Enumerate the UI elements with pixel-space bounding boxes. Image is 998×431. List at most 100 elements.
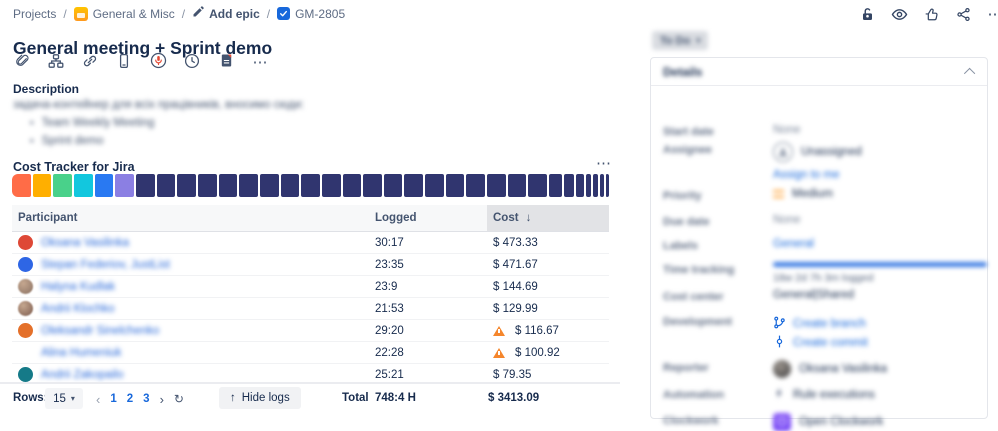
cost-bar-segment[interactable] (404, 174, 424, 197)
participant-cell: Andrii Klochko (12, 301, 369, 316)
like-icon[interactable] (920, 4, 942, 24)
rows-per-page-select[interactable]: 15 ▾ (45, 388, 83, 409)
details-header[interactable]: Details (651, 58, 987, 86)
cost-bar-segment[interactable] (549, 174, 562, 197)
cost-bar-segment[interactable] (218, 174, 238, 197)
cost-bar-segment[interactable] (301, 174, 320, 197)
cost-bar-segment[interactable] (585, 174, 592, 197)
watch-icon[interactable] (888, 4, 910, 24)
cost-value: $ 473.33 (493, 236, 538, 249)
assign-to-me-link[interactable]: Assign to me (773, 169, 840, 181)
next-page-button[interactable]: › (159, 391, 164, 407)
prev-page-button[interactable]: ‹ (96, 391, 101, 407)
cost-bar-segment[interactable] (280, 174, 300, 197)
cost-bar-segment[interactable] (383, 174, 403, 197)
header-actions: ⋯ (856, 4, 998, 24)
cost-bar-segment[interactable] (135, 174, 155, 197)
share-icon[interactable] (952, 4, 974, 24)
unlock-icon[interactable] (856, 4, 878, 24)
cost-bar-segment[interactable] (321, 174, 341, 197)
details-field: Start date None (663, 124, 975, 138)
breadcrumb-project[interactable]: General & Misc (73, 6, 175, 21)
breadcrumb-projects[interactable]: Projects (13, 6, 57, 21)
create-branch-link[interactable]: Create branch (793, 317, 866, 330)
field-label: Automation (663, 389, 725, 401)
status-dropdown[interactable]: To Do ▾ (652, 31, 709, 50)
cost-bar-segment[interactable] (445, 174, 465, 197)
cost-bar-segment[interactable] (115, 174, 134, 197)
breadcrumb-issue-key[interactable]: GM-2805 (277, 7, 345, 21)
breadcrumb-add-epic[interactable]: Add epic (192, 6, 260, 21)
column-logged[interactable]: Logged (375, 212, 417, 224)
field-label: Due date (663, 216, 710, 228)
details-field: Reporter Oksana Vasilinka (663, 360, 975, 378)
field-label: Development (663, 316, 733, 328)
clock-button[interactable] (179, 50, 205, 74)
cost-bar-segment[interactable] (259, 174, 279, 197)
description-heading: Description (13, 82, 80, 96)
description-bullet: • Team Weekly Meeting (30, 117, 155, 129)
cost-bar-segment[interactable] (239, 174, 258, 197)
cost-bar-segment[interactable] (94, 174, 114, 197)
open-clockwork-link[interactable]: Open Clockwork (799, 416, 884, 428)
cost-tracker-more-button[interactable]: ⋯ (590, 153, 617, 173)
cost-bar-segment[interactable] (600, 174, 605, 197)
cost-bar-segment[interactable] (507, 174, 527, 197)
cost-bar-segment[interactable] (363, 174, 382, 197)
cost-bar-segment[interactable] (575, 174, 584, 197)
details-field: Clockwork Open Clockwork (663, 413, 975, 431)
sort-desc-icon: ↓ (525, 212, 532, 224)
create-commit-link[interactable]: Create commit (793, 336, 868, 349)
page-3-button[interactable]: 3 (143, 393, 150, 405)
cost-bar-segment[interactable] (342, 174, 362, 197)
hide-logs-button[interactable]: ↑ Hide logs (219, 387, 301, 409)
link-button[interactable] (77, 50, 103, 74)
cost-bar-segment[interactable] (528, 174, 548, 197)
participant-link[interactable]: Andrii Klochko (41, 302, 115, 315)
column-participant[interactable]: Participant (18, 212, 78, 224)
cost-bar-segment[interactable] (425, 174, 444, 197)
participant-cell: Stepan Federiov, JustList (12, 257, 369, 272)
attachment-button[interactable] (9, 50, 35, 74)
add-subtask-button[interactable] (43, 50, 69, 74)
more-icon[interactable]: ⋯ (984, 4, 998, 24)
cost-bar-segment[interactable] (156, 174, 176, 197)
more-actions-button[interactable]: ⋯ (247, 50, 273, 74)
page-1-button[interactable]: 1 (110, 393, 117, 405)
participant-link[interactable]: Stepan Federiov, JustList (41, 258, 170, 271)
participant-link[interactable]: Oleksandr Sinelchenko (41, 324, 160, 337)
mobile-button[interactable] (111, 50, 137, 74)
label-link[interactable]: General (773, 238, 814, 250)
task-check-icon (277, 7, 291, 20)
table-row: Halyna Kudlak 23:9 $ 144.69 (12, 276, 609, 298)
table-row: Oleksandr Sinelchenko 29:20 $ 116.67 (12, 320, 609, 342)
cost-bar-segment[interactable] (487, 174, 506, 197)
cost-bar-segment[interactable] (73, 174, 93, 197)
cost-bar-segment[interactable] (593, 174, 599, 197)
page-2-button[interactable]: 2 (126, 393, 134, 405)
participant-link[interactable]: Andrii Zakopailo (41, 368, 124, 381)
recording-button[interactable] (145, 50, 171, 74)
refresh-icon[interactable]: ↻ (173, 392, 184, 406)
cost-bar-segment[interactable] (32, 174, 52, 197)
table-row: Alina Humeniuk 22:28 $ 100.92 (12, 342, 609, 364)
time-tracking[interactable]: 18w 2d 7h 3m logged (773, 262, 987, 284)
logged-value: 23:9 (375, 280, 398, 293)
cost-bar-segment[interactable] (12, 174, 31, 197)
cost-bar-segment[interactable] (466, 174, 486, 197)
report-button[interactable] (213, 50, 239, 74)
details-title: Details (663, 64, 703, 79)
column-cost[interactable]: Cost ↓ (487, 205, 609, 231)
participant-avatar (18, 279, 33, 294)
participant-link[interactable]: Alina Humeniuk (41, 346, 122, 359)
cost-bar-segment[interactable] (177, 174, 196, 197)
priority-medium-icon (773, 190, 784, 198)
participant-link[interactable]: Oksana Vasilinka (41, 236, 129, 249)
cost-bar-segment[interactable] (563, 174, 574, 197)
issue-title: General meeting + Sprint demo (13, 37, 273, 58)
cost-bar-segment[interactable] (53, 174, 72, 197)
participant-link[interactable]: Halyna Kudlak (41, 280, 116, 293)
details-field: Cost center General|Shared (663, 289, 975, 303)
cost-bar-segment[interactable] (606, 174, 610, 197)
cost-bar-segment[interactable] (197, 174, 217, 197)
